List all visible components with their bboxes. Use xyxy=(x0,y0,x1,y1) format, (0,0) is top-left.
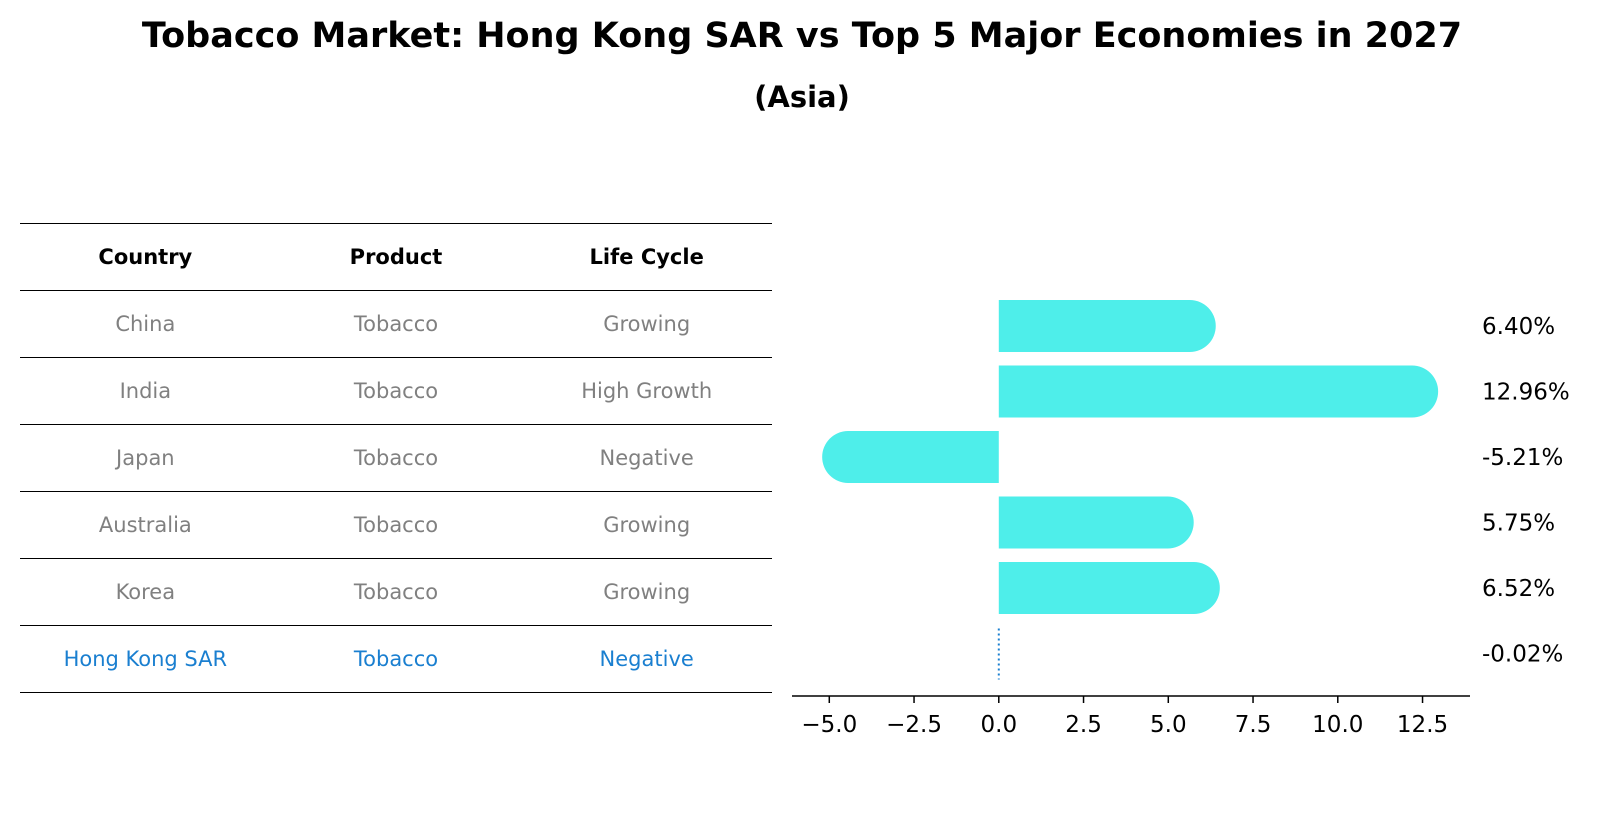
table-row-highlighted: Hong Kong SAR Tobacco Negative xyxy=(20,625,772,693)
column-header-country: Country xyxy=(98,245,193,269)
value-label-china: 6.40% xyxy=(1482,314,1555,340)
x-tick-label: −2.5 xyxy=(886,712,942,738)
x-tick-label: 5.0 xyxy=(1150,712,1187,738)
life-cycle-cell: High Growth xyxy=(581,379,713,403)
life-cycle-cell: Negative xyxy=(599,446,694,470)
x-tick-label: 10.0 xyxy=(1312,712,1363,738)
column-header-life-cycle: Life Cycle xyxy=(589,245,704,269)
value-label-australia: 5.75% xyxy=(1482,511,1555,537)
country-cell: Japan xyxy=(116,446,175,470)
product-cell: Tobacco xyxy=(353,647,439,671)
x-tick-label: −5.0 xyxy=(801,712,857,738)
column-header-product: Product xyxy=(349,245,443,269)
table-row: Korea Tobacco Growing xyxy=(20,558,772,625)
product-cell: Tobacco xyxy=(353,513,439,537)
life-cycle-cell: Growing xyxy=(603,580,691,604)
x-tick-label: 2.5 xyxy=(1065,712,1102,738)
table-row: China Tobacco Growing xyxy=(20,290,772,357)
country-cell: Australia xyxy=(98,513,192,537)
product-cell: Tobacco xyxy=(353,312,439,336)
country-cell: Korea xyxy=(115,580,176,604)
bar-china xyxy=(998,300,1216,352)
product-cell: Tobacco xyxy=(353,580,439,604)
table-header-row: Country Product Life Cycle xyxy=(20,223,772,290)
table-row: Japan Tobacco Negative xyxy=(20,424,772,491)
country-cell: India xyxy=(119,379,172,403)
life-cycle-cell: Growing xyxy=(603,513,691,537)
bar-australia xyxy=(998,496,1194,549)
life-cycle-cell: Negative xyxy=(599,647,694,671)
product-cell: Tobacco xyxy=(353,379,439,403)
country-cell: China xyxy=(115,312,176,336)
product-cell: Tobacco xyxy=(353,446,439,470)
value-label-hong-kong-sar: -0.02% xyxy=(1482,642,1563,668)
market-table: Country Product Life Cycle China Tobacco… xyxy=(20,223,772,693)
bar-india xyxy=(998,365,1439,418)
table-row: Australia Tobacco Growing xyxy=(20,491,772,558)
bar-korea xyxy=(998,562,1220,614)
value-label-india: 12.96% xyxy=(1482,380,1570,406)
value-label-korea: 6.52% xyxy=(1482,576,1555,602)
table-row: India Tobacco High Growth xyxy=(20,357,772,424)
country-cell: Hong Kong SAR xyxy=(63,647,228,671)
chart-subtitle: (Asia) xyxy=(754,80,850,114)
x-tick-label: 12.5 xyxy=(1397,712,1448,738)
bar-japan xyxy=(822,431,999,483)
life-cycle-cell: Growing xyxy=(603,312,691,336)
x-tick-label: 0.0 xyxy=(981,712,1018,738)
value-label-japan: -5.21% xyxy=(1482,445,1563,471)
chart-title: Tobacco Market: Hong Kong SAR vs Top 5 M… xyxy=(141,16,1463,56)
x-tick-label: 7.5 xyxy=(1235,712,1272,738)
